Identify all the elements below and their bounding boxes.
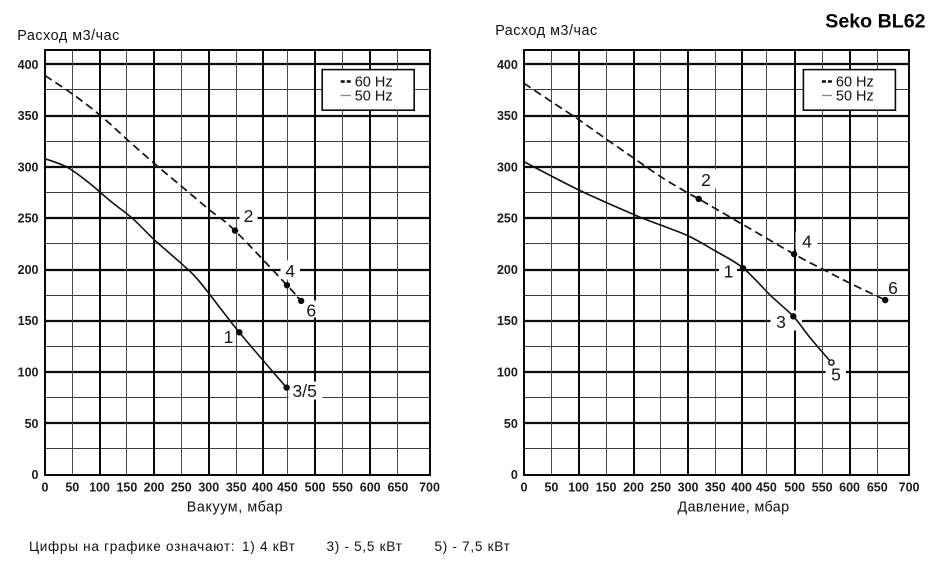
svg-text:0: 0 bbox=[32, 468, 39, 482]
svg-text:450: 450 bbox=[277, 481, 298, 495]
svg-text:2: 2 bbox=[244, 206, 254, 226]
svg-text:550: 550 bbox=[812, 481, 833, 495]
svg-text:200: 200 bbox=[623, 481, 644, 495]
svg-text:350: 350 bbox=[226, 481, 247, 495]
svg-text:1: 1 bbox=[224, 327, 234, 347]
svg-text:0: 0 bbox=[521, 481, 528, 495]
svg-text:550: 550 bbox=[332, 481, 353, 495]
svg-text:3/5: 3/5 bbox=[293, 381, 317, 401]
svg-text:300: 300 bbox=[497, 160, 518, 174]
svg-text:700: 700 bbox=[899, 481, 920, 495]
svg-text:1: 1 bbox=[724, 262, 734, 282]
svg-text:400: 400 bbox=[18, 58, 39, 72]
svg-text:600: 600 bbox=[839, 481, 860, 495]
svg-text:700: 700 bbox=[419, 481, 440, 495]
svg-text:2: 2 bbox=[701, 170, 711, 190]
svg-text:300: 300 bbox=[198, 481, 219, 495]
svg-text:Расход м3/час: Расход м3/час bbox=[495, 23, 598, 39]
svg-text:150: 150 bbox=[596, 481, 617, 495]
svg-text:450: 450 bbox=[756, 481, 777, 495]
svg-text:50: 50 bbox=[544, 481, 558, 495]
svg-text:100: 100 bbox=[497, 366, 518, 380]
svg-text:60 Hz: 60 Hz bbox=[355, 75, 393, 91]
svg-text:250: 250 bbox=[497, 212, 518, 226]
svg-text:400: 400 bbox=[252, 481, 273, 495]
svg-text:50 Hz: 50 Hz bbox=[836, 89, 874, 105]
svg-text:200: 200 bbox=[18, 263, 39, 277]
svg-text:50 Hz: 50 Hz bbox=[355, 89, 393, 105]
svg-text:4: 4 bbox=[285, 261, 295, 281]
svg-text:Цифры на графике означают:1) 4: Цифры на графике означают: 1) 4 кВт 3) - 5… bbox=[29, 539, 511, 554]
svg-text:6: 6 bbox=[888, 278, 898, 298]
svg-text:0: 0 bbox=[511, 468, 518, 482]
svg-text:200: 200 bbox=[144, 481, 165, 495]
svg-text:650: 650 bbox=[867, 481, 888, 495]
svg-text:60 Hz: 60 Hz bbox=[836, 75, 874, 91]
svg-text:600: 600 bbox=[360, 481, 381, 495]
svg-text:50: 50 bbox=[25, 417, 39, 431]
svg-text:150: 150 bbox=[116, 481, 137, 495]
svg-text:400: 400 bbox=[497, 58, 518, 72]
svg-text:400: 400 bbox=[731, 481, 752, 495]
svg-text:650: 650 bbox=[387, 481, 408, 495]
svg-text:500: 500 bbox=[784, 481, 805, 495]
svg-text:6: 6 bbox=[306, 301, 316, 321]
svg-text:500: 500 bbox=[305, 481, 326, 495]
svg-text:350: 350 bbox=[18, 109, 39, 123]
svg-text:250: 250 bbox=[18, 212, 39, 226]
svg-text:Расход м3/час: Расход м3/час bbox=[17, 28, 120, 44]
svg-text:50: 50 bbox=[504, 417, 518, 431]
svg-text:Вакуум, мбар: Вакуум, мбар bbox=[187, 500, 283, 516]
svg-text:Давление, мбар: Давление, мбар bbox=[677, 500, 789, 516]
svg-text:5: 5 bbox=[831, 365, 841, 385]
svg-text:Seko BL62: Seko BL62 bbox=[825, 11, 925, 33]
svg-text:100: 100 bbox=[568, 481, 589, 495]
svg-text:350: 350 bbox=[705, 481, 726, 495]
svg-text:300: 300 bbox=[18, 160, 39, 174]
svg-text:250: 250 bbox=[650, 481, 671, 495]
svg-text:100: 100 bbox=[89, 481, 110, 495]
svg-text:100: 100 bbox=[18, 366, 39, 380]
svg-text:4: 4 bbox=[802, 232, 812, 252]
svg-text:350: 350 bbox=[497, 109, 518, 123]
svg-text:200: 200 bbox=[497, 263, 518, 277]
svg-text:300: 300 bbox=[678, 481, 699, 495]
svg-text:150: 150 bbox=[18, 314, 39, 328]
svg-text:0: 0 bbox=[42, 481, 49, 495]
svg-text:250: 250 bbox=[171, 481, 192, 495]
svg-text:150: 150 bbox=[497, 314, 518, 328]
svg-text:50: 50 bbox=[65, 481, 79, 495]
svg-text:3: 3 bbox=[776, 312, 786, 332]
